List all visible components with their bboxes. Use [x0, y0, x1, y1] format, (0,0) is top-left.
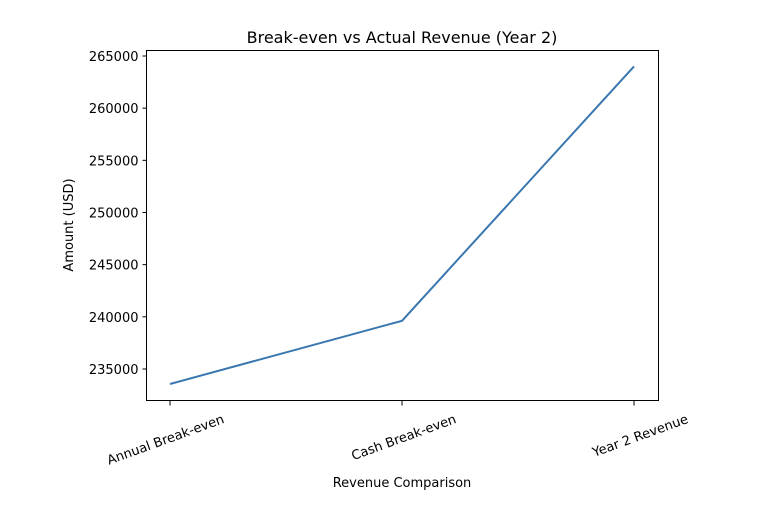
- y-axis-ticks: 235000 240000 245000 250000 255000 260000 2650…: [89, 50, 147, 378]
- y-tick-label: 255000: [89, 154, 139, 169]
- axes-frame: [146, 50, 659, 401]
- y-tick-label: 250000: [89, 207, 139, 222]
- x-tick-label: Cash Break-even: [350, 412, 459, 464]
- y-tick-label: 260000: [89, 102, 139, 117]
- x-axis-ticks: Annual Break-even Cash Break-even Year 2 R…: [105, 400, 691, 468]
- y-tick-label: 245000: [89, 259, 139, 274]
- y-tick-label: 235000: [89, 363, 139, 378]
- y-axis-label: Amount (USD): [62, 178, 77, 271]
- series-line: [169, 65, 635, 385]
- x-tick-label: Year 2 Revenue: [590, 412, 691, 461]
- y-tick-label: 240000: [89, 311, 139, 326]
- x-tick-label: Annual Break-even: [105, 412, 226, 468]
- x-axis-label: Revenue Comparison: [333, 476, 472, 491]
- chart-title: Break-even vs Actual Revenue (Year 2): [247, 28, 558, 47]
- y-tick-label: 265000: [89, 50, 139, 65]
